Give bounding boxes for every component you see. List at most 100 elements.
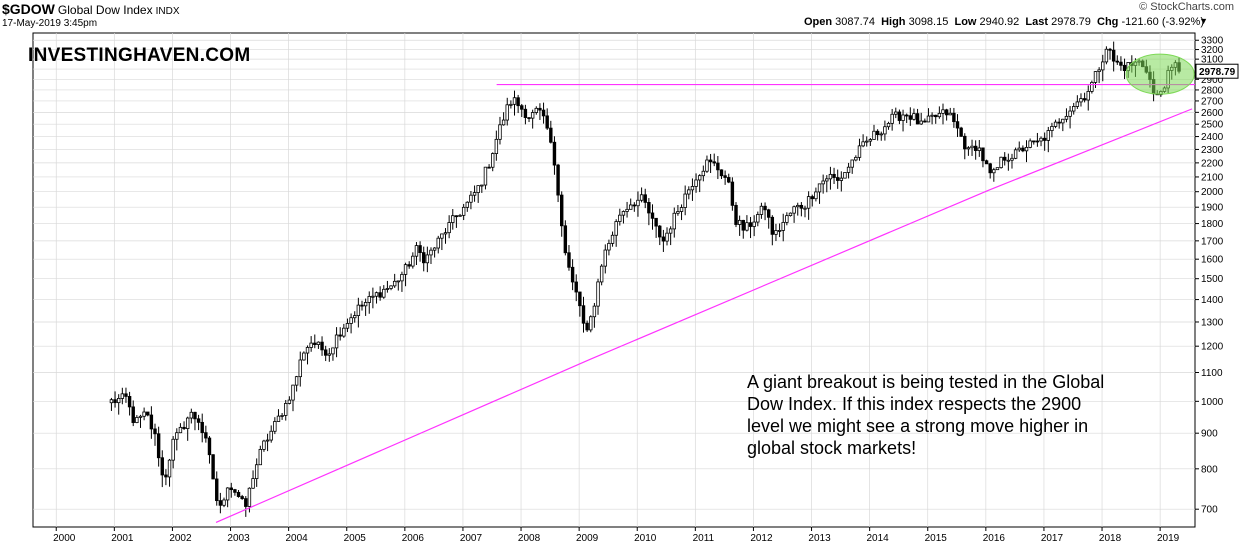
candle-body (589, 316, 593, 331)
candle-body (1093, 71, 1098, 83)
chg-value: -121.60 (-3.92%) (1121, 16, 1204, 28)
candle-body (149, 414, 154, 430)
candle-body (167, 459, 172, 478)
y-tick-label: 1000 (1201, 397, 1224, 408)
candle-body (578, 291, 582, 307)
candle-body (131, 406, 135, 423)
candle-body (926, 115, 931, 123)
candle-body (636, 199, 640, 207)
candle-body (901, 114, 905, 121)
candle-body (1101, 61, 1105, 71)
candle-body (861, 141, 865, 147)
candle-body (632, 204, 637, 207)
candle-body (429, 249, 433, 256)
candle-body (538, 107, 542, 111)
candle-body (1075, 101, 1080, 107)
candle-body (723, 175, 727, 178)
candle-body (273, 421, 277, 432)
candle-body (599, 265, 604, 283)
candle-body (603, 249, 607, 267)
candle-body (265, 439, 270, 442)
candle-body (360, 304, 364, 307)
candle-body (334, 334, 339, 349)
candle-body (817, 183, 822, 193)
candle-body (189, 411, 194, 419)
candle-body (298, 359, 302, 378)
candle-body (552, 141, 557, 166)
candle-body (287, 399, 292, 404)
y-tick-label: 1400 (1201, 295, 1224, 306)
annotation-text: A giant breakout is being tested in the … (747, 372, 1105, 458)
candle-body (712, 161, 716, 164)
candle-body (567, 252, 571, 268)
x-tick-label: 2017 (1041, 533, 1064, 544)
candle-body (1057, 121, 1061, 124)
x-tick-label: 2006 (402, 533, 425, 544)
candle-body (607, 242, 611, 251)
candle-body (411, 255, 415, 267)
candle-body (313, 342, 317, 345)
symbol-name: Global Dow Index (57, 3, 153, 17)
candle-body (316, 341, 321, 345)
candle-body (734, 204, 738, 225)
candle-body (142, 411, 146, 417)
candle-body (897, 111, 902, 121)
candle-body (1006, 159, 1011, 162)
y-tick-label: 2700 (1201, 96, 1224, 107)
y-tick-label: 1800 (1201, 219, 1224, 230)
candle-body (284, 403, 288, 416)
candle-body (1108, 48, 1112, 51)
candle-body (839, 177, 844, 181)
candle-body (730, 181, 735, 206)
candle-body (225, 487, 230, 501)
x-tick-label: 2005 (344, 533, 367, 544)
candle-body (934, 114, 938, 118)
candle-body (374, 292, 379, 297)
candle-body (218, 500, 223, 506)
candle-body (294, 376, 299, 386)
candle-body (665, 232, 669, 242)
candle-body (138, 415, 143, 418)
candle-body (570, 266, 575, 283)
candle-body (825, 178, 829, 182)
x-tick-label: 2019 (1157, 533, 1180, 544)
low-value: 2940.92 (979, 16, 1020, 28)
candle-body (705, 159, 709, 172)
candle-body (556, 164, 560, 196)
candle-body (349, 317, 353, 324)
candle-body (309, 342, 313, 348)
y-tick-label: 2900 (1201, 75, 1224, 86)
candle-body (1028, 140, 1032, 148)
candle-body (353, 315, 357, 319)
candle-body (472, 192, 477, 196)
candle-body (970, 145, 974, 149)
watermark: INVESTINGHAVEN.COM (28, 45, 251, 66)
candle-body (944, 109, 949, 116)
x-tick-label: 2001 (111, 533, 134, 544)
candle-body (959, 127, 963, 137)
y-tick-label: 2600 (1201, 108, 1224, 119)
candle-body (948, 112, 952, 116)
candle-body (193, 411, 197, 420)
candle-body (135, 417, 139, 423)
candle-body (338, 334, 342, 337)
candle-body (668, 228, 673, 234)
candle-body (658, 225, 662, 238)
x-tick-label: 2007 (460, 533, 483, 544)
candle-body (984, 160, 989, 165)
candle-body (981, 147, 985, 162)
candle-body (233, 489, 237, 493)
down-arrow-icon: ▼ (1199, 16, 1208, 26)
candle-body (941, 109, 945, 114)
y-axis: 700 800 900 1000 1100 1200 1300 1400 1500 1600 170… (1195, 36, 1239, 516)
candle-body (432, 247, 437, 251)
candle-body (323, 349, 328, 356)
x-tick-label: 2009 (576, 533, 599, 544)
y-tick-label: 1100 (1201, 368, 1223, 379)
candle-body (291, 384, 295, 401)
candle-body (799, 204, 804, 209)
candle-body (327, 353, 332, 356)
candle-body (560, 194, 564, 227)
candle-body (392, 280, 397, 287)
candle-body (164, 474, 168, 478)
